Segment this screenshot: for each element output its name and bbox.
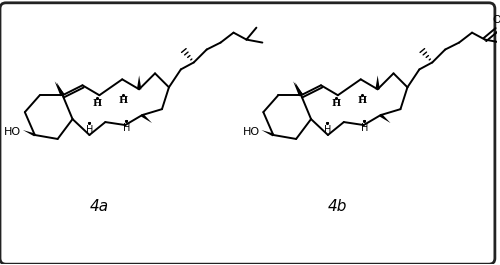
Polygon shape (56, 82, 64, 96)
Text: H: H (332, 99, 340, 108)
Text: $\mathregular{\bar{H}}$: $\mathregular{\bar{H}}$ (360, 120, 368, 134)
Polygon shape (141, 114, 152, 123)
Text: H: H (118, 96, 128, 105)
Polygon shape (293, 81, 303, 96)
Text: H: H (357, 96, 366, 105)
Polygon shape (137, 75, 141, 89)
Text: $\mathregular{\bar{H}}$: $\mathregular{\bar{H}}$ (122, 120, 130, 134)
Text: 4b: 4b (328, 199, 347, 214)
Polygon shape (23, 130, 36, 136)
Text: $\mathregular{\bar{H}}$: $\mathregular{\bar{H}}$ (85, 122, 93, 135)
Text: H: H (93, 99, 102, 108)
Polygon shape (295, 82, 303, 96)
Polygon shape (376, 75, 380, 89)
Text: O: O (492, 15, 500, 25)
Text: HO: HO (243, 127, 260, 137)
Polygon shape (380, 114, 390, 123)
Text: 4a: 4a (90, 199, 109, 214)
FancyBboxPatch shape (0, 3, 495, 264)
Polygon shape (54, 81, 64, 96)
Polygon shape (262, 130, 274, 136)
Text: HO: HO (4, 127, 21, 137)
Text: $\mathregular{\bar{H}}$: $\mathregular{\bar{H}}$ (324, 122, 332, 135)
